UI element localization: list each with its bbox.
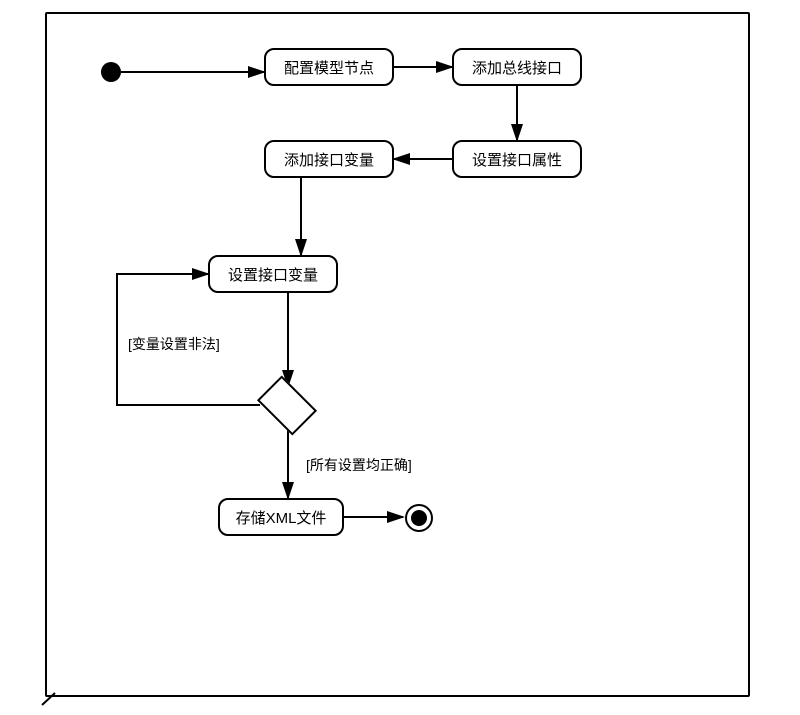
start-node: [101, 62, 121, 82]
action-node-n6: 存储XML文件: [218, 498, 344, 536]
action-node-n1: 配置模型节点: [264, 48, 394, 86]
action-node-n4: 添加接口变量: [264, 140, 394, 178]
end-node: [405, 504, 433, 532]
action-node-n5: 设置接口变量: [208, 255, 338, 293]
diagram-frame: [45, 12, 750, 697]
edge-label: [所有设置均正确]: [306, 455, 412, 475]
edge-label: [变量设置非法]: [128, 334, 220, 354]
action-node-n2: 添加总线接口: [452, 48, 582, 86]
action-node-n3: 设置接口属性: [452, 140, 582, 178]
